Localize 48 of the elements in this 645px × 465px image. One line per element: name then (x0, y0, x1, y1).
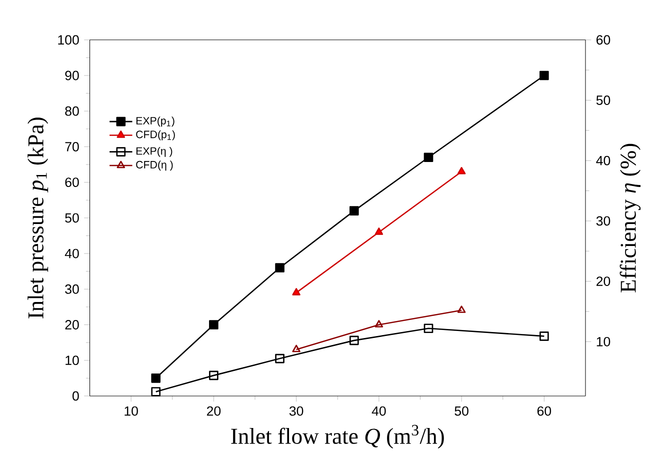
point (457, 306, 466, 314)
point (209, 370, 218, 380)
y-tick-label: 80 (65, 106, 79, 116)
y-tick-label: 30 (65, 284, 79, 294)
y2-tick-label: 50 (596, 96, 610, 106)
y2-tick-label: 20 (596, 276, 610, 286)
x-tick-label: 20 (206, 406, 221, 416)
y-axis-title: Inlet pressure p$_{1}$ (kPa) (28, 118, 48, 319)
y-tick-label: 70 (65, 142, 79, 152)
x-axis-title: Inlet flow rate Q (m$^{3}$/h) (231, 424, 444, 449)
y-tick-label: 0 (72, 391, 79, 401)
x-tick-label: 60 (537, 406, 552, 416)
y-tick-label: 100 (58, 35, 79, 45)
y2-tick-label: 30 (596, 216, 610, 226)
point (374, 228, 384, 235)
y2-tick-label: 60 (596, 35, 610, 45)
point (209, 320, 218, 330)
point (424, 152, 434, 162)
y-tick-label: 10 (66, 356, 79, 366)
point (275, 354, 284, 364)
point (349, 206, 359, 216)
point (292, 344, 300, 352)
y2-axis-title: Efficiency η (%) (620, 144, 641, 292)
y-tick-label: 60 (65, 178, 79, 188)
x-tick-label: 10 (124, 406, 138, 416)
legend-label: EXP(η ) (136, 147, 172, 157)
x-tick-label: 50 (454, 406, 468, 416)
point (457, 167, 466, 174)
point (151, 374, 161, 383)
legend-label: CFD(p$_{1}$) (136, 130, 175, 140)
y-tick-label: 20 (65, 320, 79, 330)
point (151, 387, 161, 396)
y-tick-label: 50 (65, 213, 79, 223)
point (424, 324, 434, 334)
legend-label: CFD(η ) (136, 160, 173, 171)
y-tick-label: 90 (65, 70, 79, 80)
point (292, 288, 300, 296)
point (349, 336, 359, 346)
point (540, 70, 549, 80)
y2-tick-label: 10 (596, 337, 610, 346)
point (374, 320, 384, 328)
point (275, 263, 284, 273)
x-tick-label: 30 (289, 406, 304, 416)
legend-label: EXP(p$_{1}$) (136, 116, 174, 127)
x-tick-label: 40 (372, 406, 386, 416)
y-tick-label: 40 (64, 248, 79, 258)
point (540, 332, 549, 341)
y2-tick-label: 40 (596, 156, 610, 166)
